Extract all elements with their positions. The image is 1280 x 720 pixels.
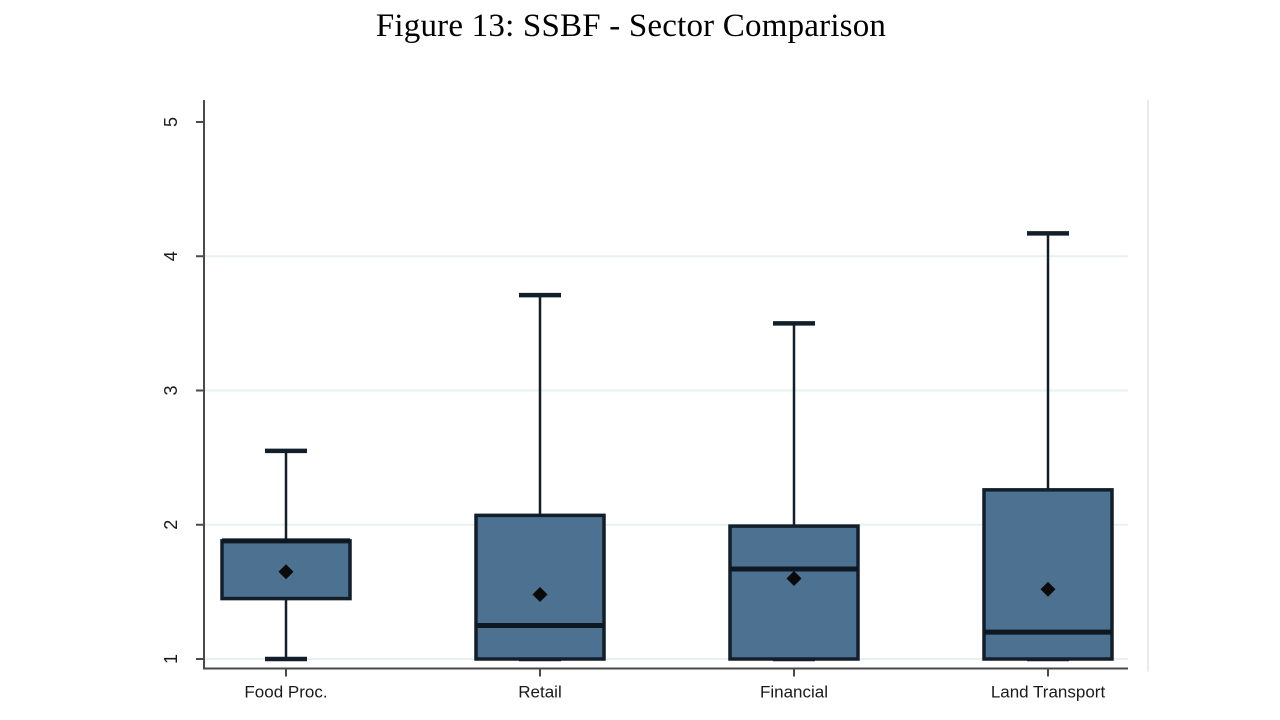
x-label-land-transport: Land Transport (991, 683, 1106, 702)
mean-marker-land-transport (1040, 581, 1056, 597)
y-tick-label-1: 1 (161, 654, 181, 664)
x-label-food-proc: Food Proc. (244, 683, 327, 702)
y-tick-label-4: 4 (161, 251, 181, 261)
y-tick-label-5: 5 (161, 117, 181, 127)
y-tick-label-3: 3 (161, 385, 181, 395)
x-label-retail: Retail (518, 683, 561, 702)
mean-marker-financial (786, 570, 802, 586)
y-tick-label-2: 2 (161, 520, 181, 530)
mean-marker-retail (532, 587, 548, 603)
figure-title: Figure 13: SSBF - Sector Comparison (375, 8, 887, 44)
box-financial (728, 524, 860, 661)
x-label-financial: Financial (760, 683, 828, 702)
mean-marker-food-proc (278, 564, 294, 580)
